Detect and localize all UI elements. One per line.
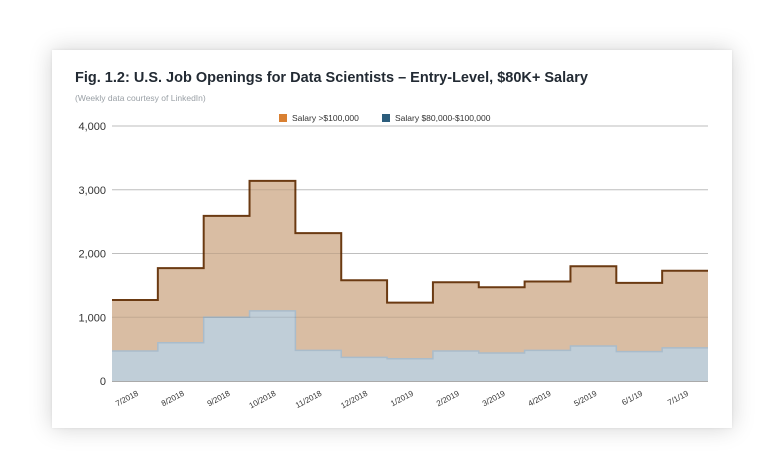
y-tick-label: 2,000 xyxy=(78,249,106,261)
x-tick-label: 10/2018 xyxy=(248,389,278,411)
legend-swatch-salary-over-100k xyxy=(279,114,287,122)
line-salary-80k-100k xyxy=(112,310,708,360)
x-tick-label: 9/2018 xyxy=(206,389,232,409)
x-tick-label: 2/2019 xyxy=(435,389,461,409)
legend-label-salary-over-100k: Salary >$100,000 xyxy=(292,113,359,123)
x-tick-label: 6/1/19 xyxy=(620,389,644,408)
x-tick-label: 12/2018 xyxy=(339,389,369,411)
x-tick-label: 5/2019 xyxy=(572,389,598,409)
y-tick-label: 4,000 xyxy=(78,121,106,133)
x-tick-label: 1/2019 xyxy=(389,389,415,409)
x-tick-label: 8/2018 xyxy=(160,389,186,409)
chart-title: Fig. 1.2: U.S. Job Openings for Data Sci… xyxy=(75,70,588,86)
y-tick-label: 3,000 xyxy=(78,185,106,197)
y-tick-label: 1,000 xyxy=(78,312,106,324)
y-tick-label: 0 xyxy=(100,376,106,388)
stacked-areas xyxy=(112,125,708,381)
chart-subtitle: (Weekly data courtesy of LinkedIn) xyxy=(75,93,206,103)
line-total xyxy=(112,179,708,304)
x-tick-label: 7/2018 xyxy=(114,389,140,409)
x-tick-label: 7/1/19 xyxy=(666,389,690,408)
x-tick-label: 11/2018 xyxy=(294,389,324,411)
x-tick-label: 4/2019 xyxy=(527,389,553,409)
x-tick-label: 3/2019 xyxy=(481,389,507,409)
legend-swatch-salary-80k-100k xyxy=(382,114,390,122)
legend: Salary >$100,000 Salary $80,000-$100,000 xyxy=(279,113,491,123)
area-salary-over-100k xyxy=(112,180,708,359)
legend-label-salary-80k-100k: Salary $80,000-$100,000 xyxy=(395,113,491,123)
area-salary-80k-100k xyxy=(112,310,708,381)
